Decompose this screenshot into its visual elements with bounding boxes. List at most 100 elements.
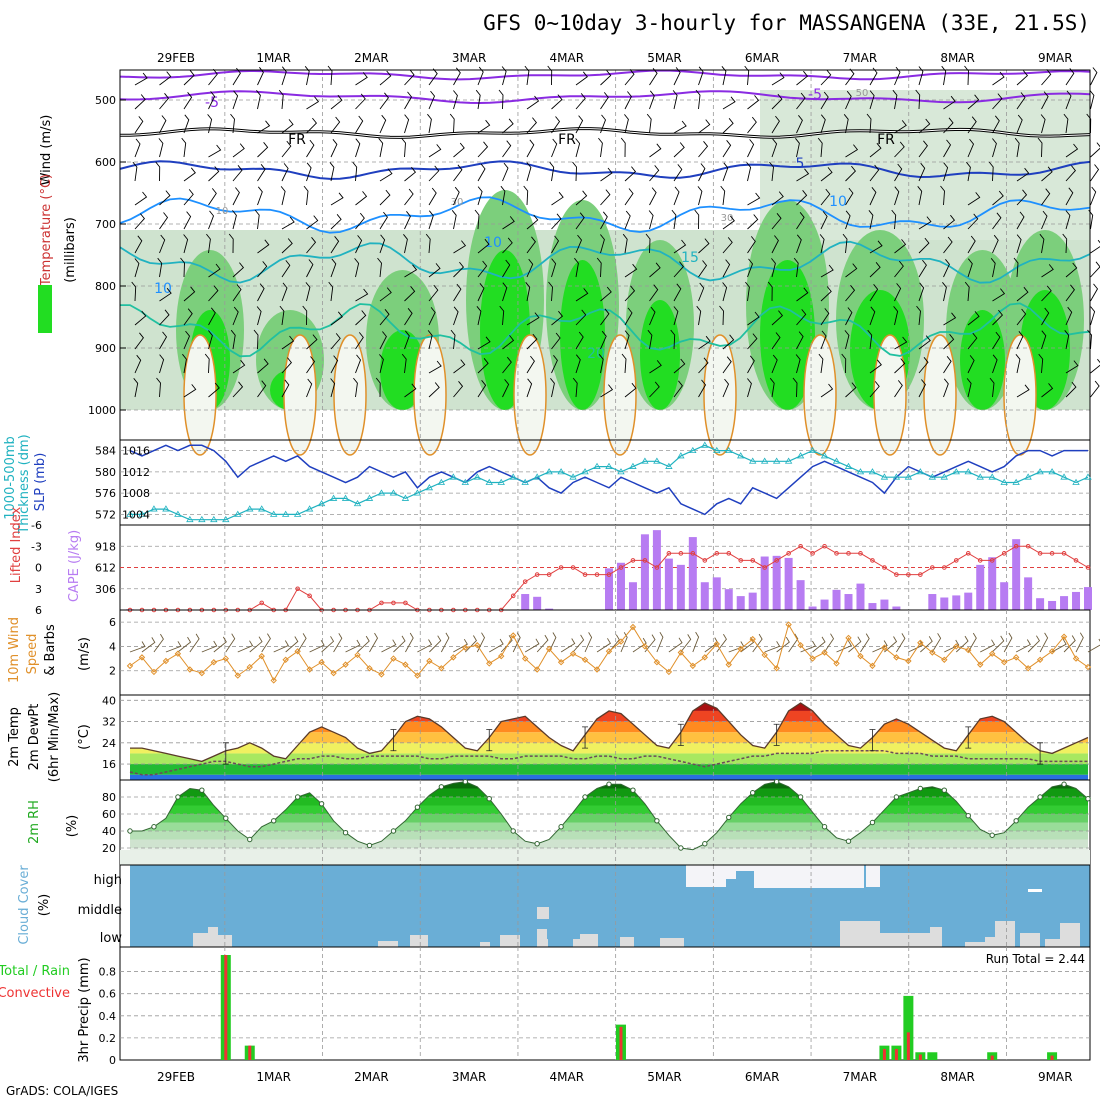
wind-speed-marker: [521, 655, 529, 662]
wind-barb: [281, 379, 290, 398]
wind-speed-marker: [1072, 655, 1080, 662]
wind-barb: [1090, 164, 1100, 182]
wind-barb: [548, 281, 553, 302]
wind-barb: [620, 137, 626, 158]
wind-speed-marker: [306, 666, 313, 673]
wind-barb: [869, 187, 877, 206]
cloud-block-low: [620, 937, 634, 947]
rh-tick: 20: [102, 842, 116, 855]
wind-barb: [747, 139, 755, 158]
wind-barb: [841, 353, 847, 374]
slp-series: [126, 441, 1092, 523]
cape-bar: [640, 534, 649, 610]
top-date-label: 8MAR: [940, 51, 975, 65]
thickness-marker: [389, 489, 398, 496]
thickness-marker: [317, 499, 326, 507]
wind-barb: [649, 187, 657, 206]
cape-bar: [1084, 587, 1092, 610]
thickness-marker: [545, 468, 553, 475]
wind-barb: [869, 240, 883, 254]
wind-speed-marker: [965, 646, 972, 654]
top-date-label: 2MAR: [354, 51, 389, 65]
thickness-line: [130, 444, 1089, 521]
wind-barb: [208, 68, 218, 86]
wind10-barb: [1051, 638, 1067, 653]
precip-axis-labels: Total / Rain Convective 3hr Precip (mm): [0, 957, 92, 1062]
wind-barb: [1065, 306, 1073, 326]
wind-barb: [1062, 233, 1068, 254]
wind10-barb: [369, 632, 379, 653]
wind10-barb: [237, 640, 254, 653]
wind-speed-marker: [653, 659, 661, 666]
cape-bar: [1072, 591, 1081, 610]
wind-speed-marker: [1036, 656, 1044, 663]
wind-barb: [355, 191, 368, 206]
cloud-block-low: [500, 935, 520, 947]
wind-barb: [352, 161, 358, 182]
wind-speed-marker: [773, 665, 780, 672]
thickness-marker: [497, 478, 505, 485]
wind-barb: [183, 330, 191, 350]
rh-marker: [127, 828, 133, 834]
wind-barb: [1016, 114, 1023, 134]
wind-barb: [673, 186, 680, 206]
thickness-marker: [401, 494, 410, 501]
cloud-block-low: [208, 927, 218, 947]
li-marker: [510, 593, 516, 599]
wind-speed-marker: [390, 655, 397, 662]
wind-barb: [306, 237, 317, 254]
wind-barb: [1090, 67, 1098, 86]
wind-barb: [894, 283, 902, 302]
wind-barb: [1013, 257, 1019, 278]
thickness-marker: [329, 494, 338, 501]
wind-barb: [306, 139, 315, 158]
li-marker: [630, 558, 636, 563]
dewpoint-line: [129, 750, 1088, 776]
wind-barb: [818, 353, 824, 374]
wind-barb: [257, 164, 266, 182]
li-marker: [678, 551, 684, 556]
wind-barb: [771, 354, 778, 374]
wind-barb: [672, 90, 678, 110]
wind-barb: [796, 212, 805, 230]
wind-barb: [281, 119, 294, 134]
pressure-tick: 1000: [88, 404, 116, 417]
rh-marker: [797, 794, 804, 800]
wind-barb: [598, 354, 604, 374]
wind-barb: [254, 209, 260, 230]
wind-barb: [306, 259, 314, 278]
cape-bar: [700, 582, 709, 610]
temp-band-group: [130, 703, 1088, 780]
wind-barb: [379, 70, 392, 86]
precip-tick: 0: [109, 1054, 116, 1067]
wind-barb: [526, 355, 535, 374]
thickness-marker: [760, 457, 769, 464]
wind-barb: [183, 384, 197, 398]
precip-bar-convective: [1050, 1055, 1054, 1060]
wind-barb: [549, 161, 555, 182]
wind10-barb: [536, 634, 549, 653]
li-marker: [798, 543, 803, 549]
wind-barb: [917, 186, 923, 206]
wind-barb: [1041, 210, 1048, 230]
li-marker: [1001, 551, 1007, 556]
wind-barb: [624, 166, 637, 182]
wind-barb: [526, 214, 539, 230]
wind-barb: [771, 213, 782, 230]
bottom-date-label: 7MAR: [843, 1070, 878, 1084]
wind10-barb: [752, 633, 763, 653]
wind-barb: [404, 166, 417, 182]
wind-barb: [208, 307, 216, 326]
contour-15: [119, 240, 1091, 284]
wind-barb: [845, 263, 858, 278]
wind-barb: [401, 137, 406, 158]
wind-barb: [990, 258, 996, 278]
thickness-marker: [305, 505, 314, 512]
wind-barb: [868, 210, 874, 230]
thickness-marker: [413, 489, 422, 496]
wind-barb: [1090, 358, 1100, 374]
li-marker: [930, 565, 935, 570]
wind-barb: [330, 333, 341, 350]
wind10-barb: [980, 639, 996, 653]
warm-plume: [703, 334, 737, 456]
